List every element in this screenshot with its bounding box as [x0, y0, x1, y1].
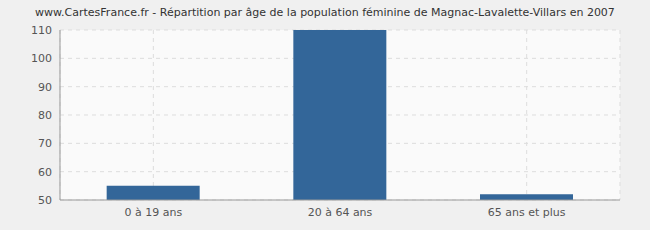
html-text:www.CartesFrance.fr - Répartit: www.CartesFrance.fr - Répartition par âg…: [35, 6, 615, 19]
svg-text:80: 80: [38, 109, 52, 122]
svg-text:0 à 19 ans: 0 à 19 ans: [124, 206, 182, 219]
svg-text:60: 60: [38, 166, 52, 179]
svg-text:70: 70: [38, 137, 52, 150]
svg-text:20 à 64 ans: 20 à 64 ans: [308, 206, 373, 219]
svg-text:110: 110: [31, 24, 52, 37]
svg-text:100: 100: [31, 52, 52, 65]
svg-text:90: 90: [38, 81, 52, 94]
svg-text:50: 50: [38, 194, 52, 207]
svg-text:65 ans et plus: 65 ans et plus: [488, 206, 566, 219]
